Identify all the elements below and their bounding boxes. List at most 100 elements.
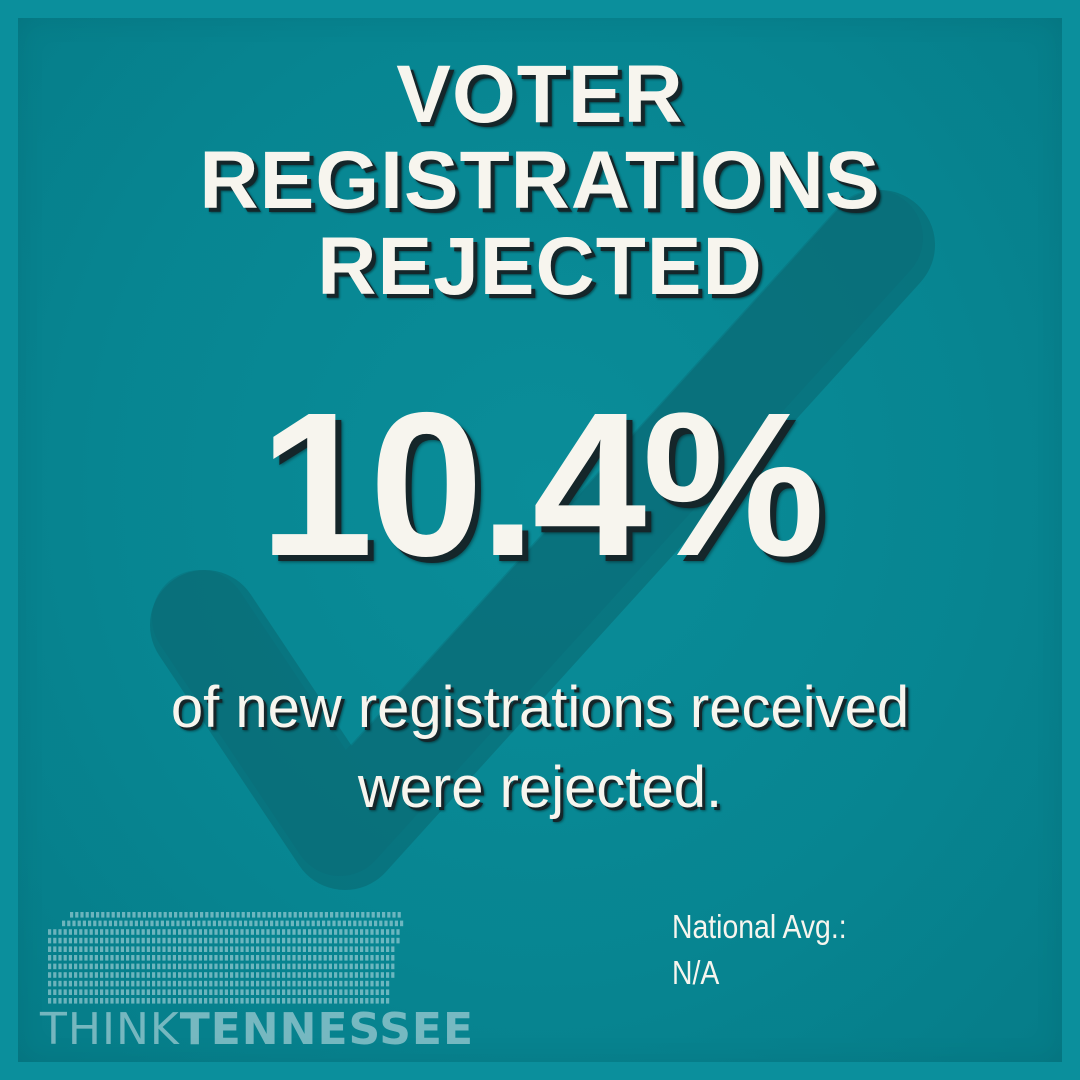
headline-line-2: REGISTRATIONS bbox=[199, 135, 881, 226]
logo-grid-cell bbox=[245, 955, 249, 961]
logo-grid-cell bbox=[84, 980, 88, 987]
logo-grid-cell bbox=[302, 980, 306, 987]
logo-grid-cell bbox=[152, 955, 156, 961]
logo-grid-cell bbox=[339, 963, 343, 970]
logo-grid-cell bbox=[384, 920, 388, 927]
logo-grid-cell bbox=[292, 972, 296, 978]
logo-grid-cell bbox=[204, 955, 208, 961]
logo-grid-cell bbox=[360, 937, 364, 944]
logo-grid-cell bbox=[162, 946, 166, 952]
logo-grid-cell bbox=[141, 946, 145, 952]
logo-grid-cell bbox=[365, 929, 369, 935]
logo-grid-cell bbox=[261, 946, 265, 952]
logo-grid-cell bbox=[131, 946, 135, 952]
logo-grid-cell bbox=[178, 989, 182, 995]
logo-grid-cell bbox=[297, 980, 301, 987]
logo-grid-cell bbox=[282, 989, 286, 995]
logo-grid-cell bbox=[82, 920, 86, 927]
logo-grid-cell bbox=[88, 920, 92, 927]
logo-grid-cell bbox=[68, 955, 72, 961]
logo-grid-cell bbox=[74, 929, 78, 935]
logo-grid-cell bbox=[302, 989, 306, 995]
logo-grid-cell bbox=[207, 920, 211, 927]
logo-grid-cell bbox=[120, 937, 124, 944]
logo-grid-cell bbox=[198, 972, 202, 978]
logo-grid-cell bbox=[131, 972, 135, 978]
logo-grid-cell bbox=[48, 963, 52, 970]
logo-grid-cell bbox=[219, 955, 223, 961]
logo-grid-cell bbox=[183, 955, 187, 961]
logo-grid-cell bbox=[264, 920, 268, 927]
logo-grid-cell bbox=[380, 955, 384, 961]
logo-grid-cell bbox=[396, 929, 400, 935]
logo-grid-cell bbox=[250, 998, 254, 1004]
logo-grid-cell bbox=[152, 929, 156, 935]
logo-grid-cell bbox=[53, 946, 57, 952]
logo-grid-cell bbox=[235, 963, 239, 970]
logo-grid-cell bbox=[53, 980, 57, 987]
logo-grid-cell bbox=[131, 980, 135, 987]
logo-grid-cell bbox=[214, 972, 218, 978]
logo-grid-cell bbox=[108, 920, 112, 927]
logo-grid-cell bbox=[94, 937, 98, 944]
logo-grid-cell bbox=[136, 946, 140, 952]
logo-grid-cell bbox=[174, 912, 178, 918]
logo-grid-cell bbox=[198, 955, 202, 961]
logo-grid-cell bbox=[189, 912, 193, 918]
logo-grid-cell bbox=[120, 972, 124, 978]
logo-grid-cell bbox=[270, 920, 274, 927]
logo-grid-cell bbox=[250, 955, 254, 961]
logo-grid-cell bbox=[328, 998, 332, 1004]
logo-grid-cell bbox=[231, 912, 235, 918]
logo-grid-cell bbox=[302, 998, 306, 1004]
logo-grid-cell bbox=[282, 955, 286, 961]
logo-grid-cell bbox=[183, 963, 187, 970]
logo-grid-cell bbox=[391, 963, 395, 970]
logo-grid-cell bbox=[136, 955, 140, 961]
logo-grid-cell bbox=[308, 972, 312, 978]
logo-grid-cell bbox=[236, 912, 240, 918]
logo-grid-cell bbox=[318, 980, 322, 987]
logo-grid-cell bbox=[152, 989, 156, 995]
logo-grid-cell bbox=[115, 989, 119, 995]
logo-grid-cell bbox=[349, 929, 353, 935]
logo-grid-cell bbox=[141, 929, 145, 935]
logo-grid-cell bbox=[162, 929, 166, 935]
logo-grid-cell bbox=[100, 963, 104, 970]
logo-grid-cell bbox=[302, 972, 306, 978]
logo-grid-cell bbox=[48, 989, 52, 995]
logo-grid-cell bbox=[386, 929, 390, 935]
logo-grid-cell bbox=[94, 998, 98, 1004]
logo-grid-cell bbox=[111, 912, 115, 918]
logo-grid-cell bbox=[178, 929, 182, 935]
logo-grid-cell bbox=[89, 972, 93, 978]
logo-grid-cell bbox=[344, 929, 348, 935]
logo-grid-cell bbox=[370, 998, 374, 1004]
logo-grid-cell bbox=[314, 912, 318, 918]
logo-grid-cell bbox=[308, 946, 312, 952]
logo-grid-cell bbox=[380, 963, 384, 970]
logo-grid-cell bbox=[365, 937, 369, 944]
logo-grid-cell bbox=[245, 929, 249, 935]
logo-grid-cell bbox=[292, 989, 296, 995]
logo-grid-cell bbox=[172, 989, 176, 995]
logo-grid-cell bbox=[209, 989, 213, 995]
logo-grid-cell bbox=[297, 998, 301, 1004]
logo-grid-cell bbox=[119, 920, 123, 927]
logo-grid-cell bbox=[245, 963, 249, 970]
logo-grid-cell bbox=[79, 998, 83, 1004]
logo-grid-cell bbox=[365, 963, 369, 970]
logo-grid-cell bbox=[219, 980, 223, 987]
logo-grid-cell bbox=[245, 972, 249, 978]
logo-grid-cell bbox=[230, 980, 234, 987]
logo-grid-cell bbox=[287, 980, 291, 987]
logo-grid-cell bbox=[339, 989, 343, 995]
logo-grid-cell bbox=[126, 980, 130, 987]
logo-grid-cell bbox=[58, 955, 62, 961]
logo-grid-cell bbox=[157, 989, 161, 995]
logo-grid-cell bbox=[354, 989, 358, 995]
logo-grid-cell bbox=[292, 955, 296, 961]
logo-grid-cell bbox=[179, 912, 183, 918]
logo-grid-cell bbox=[282, 946, 286, 952]
logo-grid-cell bbox=[386, 963, 390, 970]
